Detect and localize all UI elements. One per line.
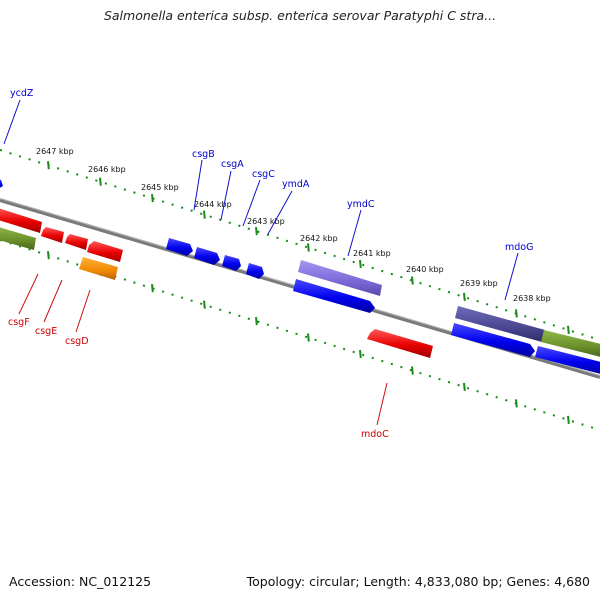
- inner-major-tick: [567, 415, 570, 424]
- gene-label-csgE[interactable]: csgE: [35, 326, 57, 337]
- gene-ymdA[interactable]: [246, 263, 264, 279]
- reverse-callouts: [18, 273, 388, 426]
- kbp-labels: 2647 kbp 2646 kbp 2645 kbp 2644 kbp 2643…: [36, 147, 551, 303]
- gene-csgB[interactable]: [166, 238, 193, 256]
- forward-strand-genes: [0, 178, 600, 375]
- gene-label-mdoG[interactable]: mdoG: [505, 242, 533, 253]
- inner-major-tick: [411, 366, 414, 375]
- gene-label-csgC[interactable]: csgC: [252, 169, 275, 180]
- gene-csgD-orange[interactable]: [79, 257, 118, 280]
- accession-text: Accession: NC_012125: [9, 574, 152, 589]
- forward-callouts: [3, 99, 519, 301]
- reverse-gene-labels: csgF csgE csgD mdoC: [8, 317, 389, 440]
- inner-major-tick: [203, 300, 206, 309]
- outer-major-tick: [255, 226, 258, 236]
- gene-label-csgB[interactable]: csgB: [192, 149, 215, 160]
- genome-summary-text: Topology: circular; Length: 4,833,080 bp…: [246, 574, 590, 589]
- kbp-label: 2641 kbp: [353, 249, 391, 258]
- gene-mdoG[interactable]: [451, 323, 535, 357]
- outer-major-tick: [203, 210, 206, 219]
- outer-major-tick: [515, 309, 518, 318]
- gene-label-mdoC[interactable]: mdoC: [361, 429, 389, 440]
- inner-major-tick: [307, 333, 310, 342]
- kbp-label: 2645 kbp: [141, 183, 179, 192]
- inner-major-tick: [359, 349, 362, 359]
- inner-major-tick: [463, 382, 466, 392]
- kbp-label: 2643 kbp: [247, 217, 285, 226]
- inner-major-tick: [515, 399, 518, 408]
- kbp-label: 2642 kbp: [300, 234, 338, 243]
- kbp-label: 2644 kbp: [194, 200, 232, 209]
- outer-major-tick: [151, 194, 154, 203]
- gene-csgC[interactable]: [222, 255, 241, 271]
- outer-major-tick: [567, 325, 570, 334]
- gene-label-ymdA[interactable]: ymdA: [282, 179, 310, 190]
- gene-label-csgF[interactable]: csgF: [8, 317, 30, 328]
- outer-major-tick: [359, 259, 362, 269]
- kbp-label: 2640 kbp: [406, 265, 444, 274]
- kbp-label: 2647 kbp: [36, 147, 74, 156]
- forward-gene-labels: ycdZ csgB csgA csgC ymdA ymdC mdoG: [10, 88, 533, 253]
- outer-major-tick: [99, 177, 102, 186]
- gene-label-ymdC[interactable]: ymdC: [347, 199, 375, 210]
- kbp-label: 2638 kbp: [513, 294, 551, 303]
- kbp-label: 2646 kbp: [88, 165, 126, 174]
- outer-major-tick: [463, 292, 466, 302]
- gene-ycdZ[interactable]: [0, 178, 3, 189]
- feature-olive-left[interactable]: [0, 226, 36, 250]
- inner-major-tick: [47, 251, 50, 260]
- outer-major-tick: [411, 276, 414, 285]
- feature-olive-right[interactable]: [541, 330, 600, 358]
- outer-major-tick: [47, 161, 50, 170]
- inner-major-tick: [255, 316, 258, 326]
- kbp-label: 2639 kbp: [460, 279, 498, 288]
- gene-csgD[interactable]: [87, 241, 123, 262]
- feature-dark-purple[interactable]: [455, 306, 545, 342]
- gene-label-csgA[interactable]: csgA: [221, 159, 244, 170]
- feature-purple[interactable]: [298, 260, 382, 296]
- reverse-strand-genes: [0, 207, 433, 358]
- outer-major-tick: [307, 243, 310, 252]
- gene-mdoG-continued[interactable]: [535, 346, 600, 375]
- gene-csgF[interactable]: [41, 227, 64, 243]
- gene-csgA[interactable]: [194, 247, 220, 265]
- gene-ymdC[interactable]: [293, 279, 375, 313]
- genome-title: Salmonella enterica subsp. enterica sero…: [103, 8, 497, 23]
- gene-mdoC[interactable]: [367, 329, 433, 358]
- gene-label-csgD[interactable]: csgD: [65, 336, 89, 347]
- gene-label-ycdZ[interactable]: ycdZ: [10, 88, 34, 99]
- gene-csgE[interactable]: [65, 234, 88, 250]
- gene-csgG[interactable]: [0, 207, 42, 233]
- inner-major-tick: [151, 284, 154, 293]
